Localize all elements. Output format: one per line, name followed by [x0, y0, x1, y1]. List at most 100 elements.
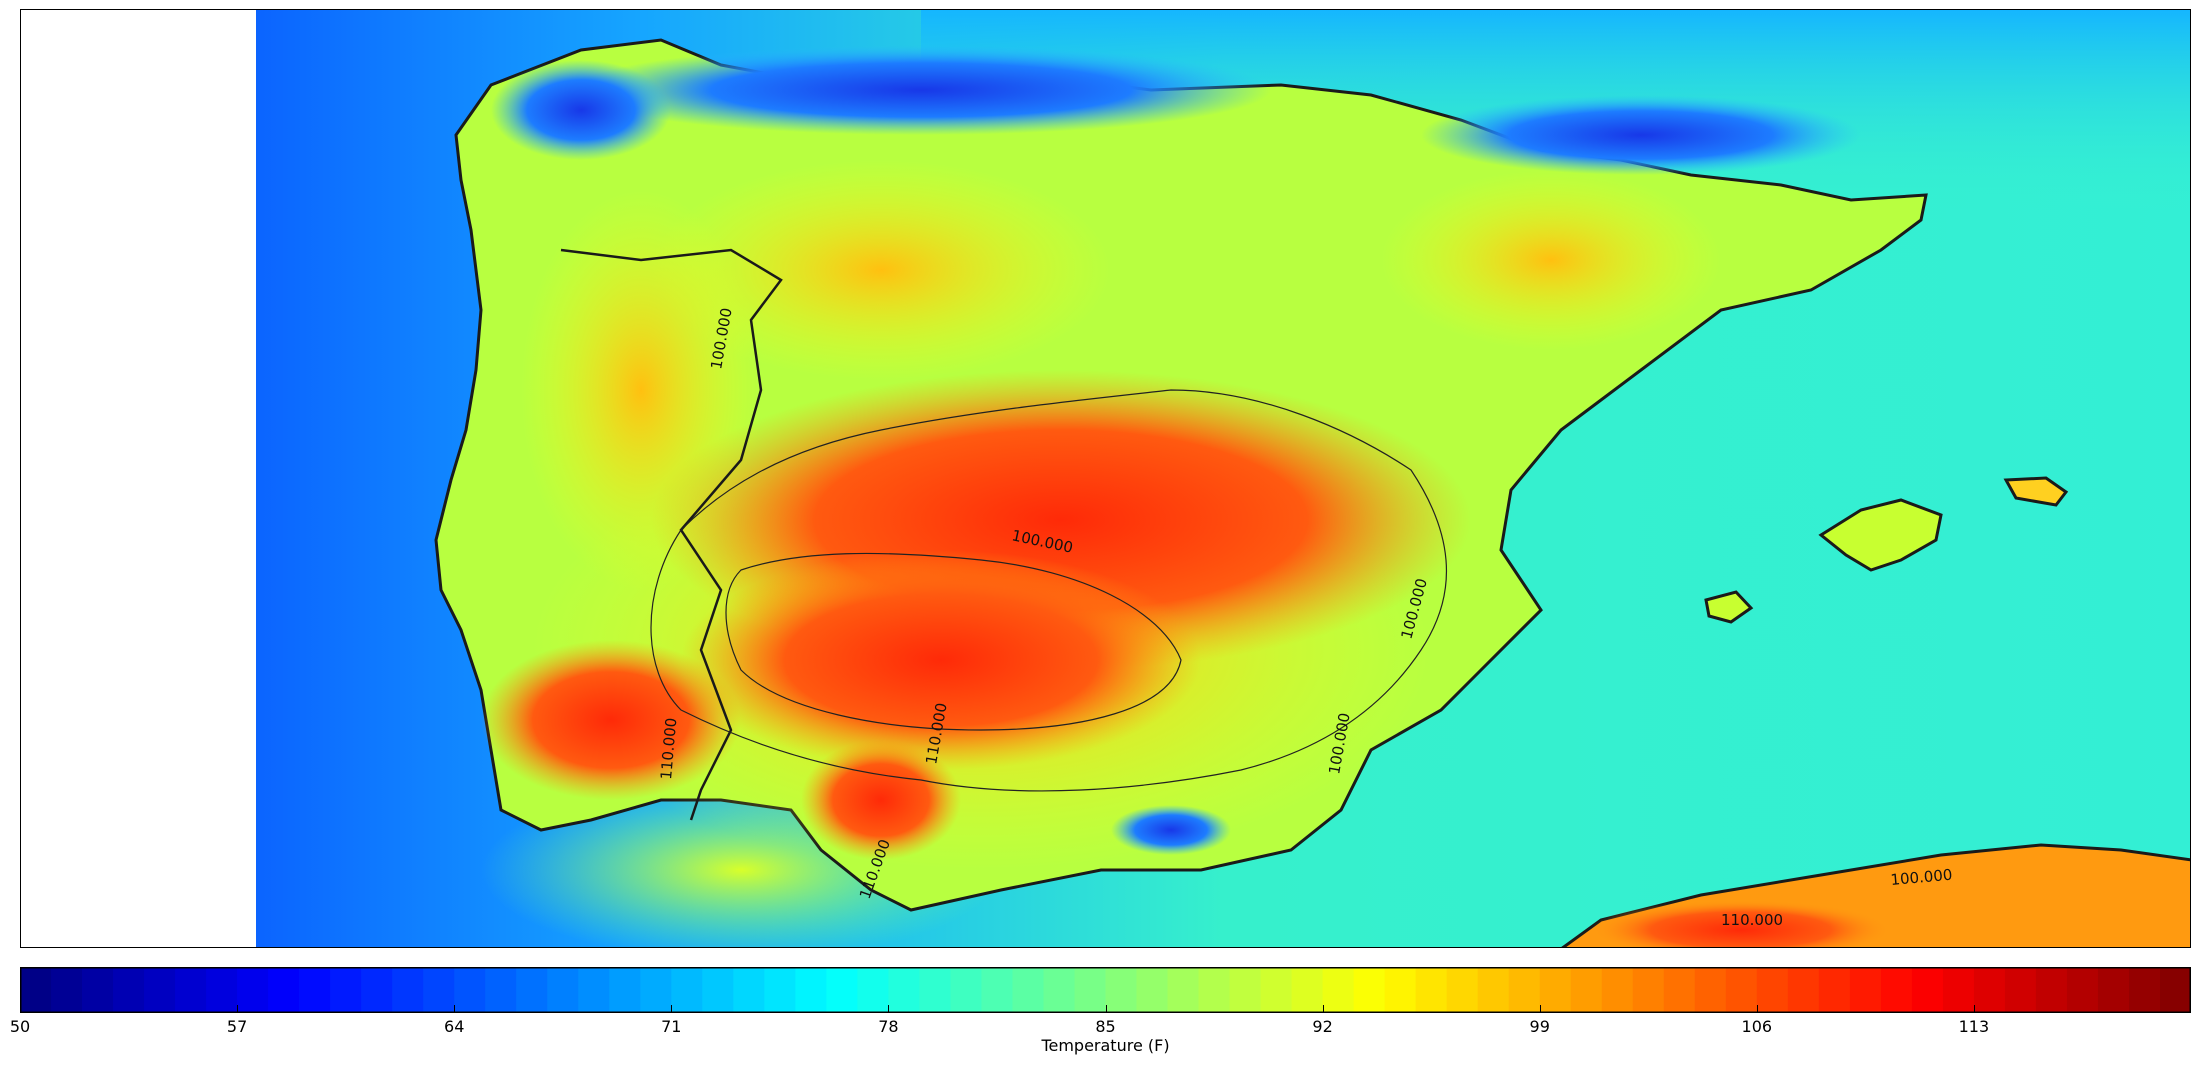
colorbar-level [1787, 967, 1820, 1013]
colorbar-level [1632, 967, 1665, 1013]
colorbar-level [857, 967, 889, 1013]
colorbar-level [1725, 967, 1758, 1013]
colorbar-level [1322, 967, 1355, 1013]
colorbar-level [1663, 967, 1696, 1013]
colorbar-level [1539, 967, 1572, 1013]
colorbar-level [175, 967, 207, 1013]
menorca [2003, 476, 2069, 507]
colorbar-level [330, 967, 362, 1013]
colorbar-level [981, 967, 1014, 1013]
colorbar-tick-label: 50 [9, 1017, 31, 1036]
colorbar-tick-label: 57 [226, 1017, 248, 1036]
colorbar-level [1167, 967, 1200, 1013]
colorbar-level [888, 967, 921, 1013]
colorbar-level [1911, 967, 1944, 1013]
colorbar-level [702, 967, 734, 1013]
colorbar-level [51, 967, 83, 1013]
colorbar-level [764, 967, 796, 1013]
colorbar-tick [671, 1005, 673, 1013]
colorbar-level [1229, 967, 1262, 1013]
colorbar-level [578, 967, 610, 1013]
colorbar-level [1942, 967, 1975, 1013]
colorbar-level [392, 967, 424, 1013]
colorbar-level [1756, 967, 1789, 1013]
colorbar-tick [1105, 1005, 1107, 1013]
colorbar-level [1818, 967, 1851, 1013]
colorbar-level [1353, 967, 1386, 1013]
ibiza [1704, 590, 1754, 624]
ebro-valley-warm [1381, 170, 1721, 350]
colorbar-level [1074, 967, 1107, 1013]
colorbar-level [1477, 967, 1510, 1013]
colorbar-tick-label: 99 [1529, 1017, 1550, 1036]
colorbar-tick [1973, 1005, 1975, 1013]
contour-label: 110.000 [1721, 911, 1783, 929]
colorbar-level [1508, 967, 1541, 1013]
colorbar-level [1198, 967, 1231, 1013]
colorbar-level [113, 967, 145, 1013]
colorbar-level [919, 967, 952, 1013]
colorbar-level [547, 967, 579, 1013]
colorbar-tick [1322, 1005, 1324, 1013]
colorbar-level [2004, 967, 2037, 1013]
pyrenees-cold [1421, 95, 1861, 175]
colorbar-tick-label: 78 [878, 1017, 899, 1036]
cantabrian-cold [571, 45, 1271, 135]
colorbar-level [2128, 967, 2161, 1013]
colorbar-level [671, 967, 703, 1013]
colorbar-level [1384, 967, 1417, 1013]
colorbar-level [1136, 967, 1169, 1013]
colorbar-gradient [20, 967, 2191, 1013]
colorbar-level [82, 967, 114, 1013]
colorbar-level [1973, 967, 2006, 1013]
colorbar-level [609, 967, 641, 1013]
colorbar-level [1601, 967, 1634, 1013]
isotherm-110 [725, 552, 1182, 731]
colorbar-tick [888, 1005, 890, 1013]
colorbar-level [454, 967, 486, 1013]
colorbar-tick-label: 85 [1095, 1017, 1116, 1036]
galicia-cold [491, 60, 671, 160]
seville-hot [801, 740, 961, 860]
colorbar-level [1291, 967, 1324, 1013]
colorbar [20, 967, 2191, 1013]
map-canvas: 100.000 100.000 100.000 100.000 100.000 … [21, 10, 2190, 947]
temperature-map: 100.000 100.000 100.000 100.000 100.000 … [20, 9, 2191, 948]
colorbar-tick [20, 1005, 21, 1013]
colorbar-level [1105, 967, 1138, 1013]
colorbar-level [826, 967, 858, 1013]
colorbar-level [423, 967, 455, 1013]
colorbar-level [733, 967, 765, 1013]
portugal-border [560, 248, 783, 821]
colorbar-tick-label: 106 [1741, 1017, 1773, 1036]
colorbar-tick-label: 113 [1958, 1017, 1990, 1036]
colorbar-level [795, 967, 827, 1013]
colorbar-tick-label: 71 [661, 1017, 682, 1036]
colorbar-tick [454, 1005, 456, 1013]
colorbar-level [1849, 967, 1882, 1013]
colorbar-level [361, 967, 393, 1013]
alentejo-hot [481, 640, 741, 800]
colorbar-level [1880, 967, 1913, 1013]
colorbar-level [1043, 967, 1076, 1013]
colorbar-label: Temperature (F) [1041, 1036, 1170, 1055]
colorbar-level [20, 967, 52, 1013]
isotherm-100 [650, 389, 1447, 792]
mallorca [1818, 498, 1943, 572]
north-plateau-warm [651, 160, 1111, 380]
colorbar-level [1570, 967, 1603, 1013]
sierra-nevada-cold [1111, 805, 1231, 855]
colorbar-level [485, 967, 517, 1013]
colorbar-level [1415, 967, 1448, 1013]
contour-label: 110.000 [657, 717, 680, 780]
colorbar-level [640, 967, 672, 1013]
colorbar-level [299, 967, 331, 1013]
colorbar-level [206, 967, 238, 1013]
colorbar-level [1260, 967, 1293, 1013]
colorbar-tick [237, 1005, 239, 1013]
guadalquivir-hot [681, 550, 1201, 770]
colorbar-tick-label: 64 [444, 1017, 465, 1036]
colorbar-tick [1756, 1005, 1758, 1013]
colorbar-level [2035, 967, 2068, 1013]
colorbar-tick [1539, 1005, 1541, 1013]
